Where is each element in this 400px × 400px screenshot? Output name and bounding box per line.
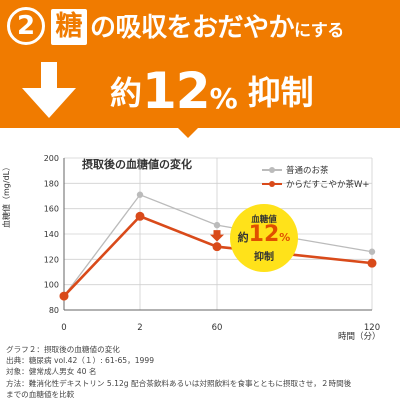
legend-item-karada-tea: からだすこやか茶W+ — [262, 177, 370, 191]
callout-value: 12 — [248, 222, 280, 247]
x-tick-label-0: 0 — [61, 323, 66, 333]
down-arrow-icon — [22, 62, 76, 118]
chart-notes: グラフ２：摂取後の血糖値の変化 出典：糖尿病 vol.42（１）: 61-65，… — [6, 344, 351, 400]
about-label: 約 — [110, 74, 143, 112]
callout-value-row: 約12% — [230, 222, 298, 248]
callout-line1: 血糖値 — [251, 215, 277, 225]
y-tick-label-100: 100 — [44, 281, 59, 290]
callout-line3: 抑制 — [254, 252, 274, 263]
reduction-callout: 血糖値 約12% 抑制 — [230, 204, 298, 272]
y-tick-label-140: 140 — [44, 230, 59, 239]
headline-text: の吸収をおだやかにする — [90, 12, 344, 47]
x-tick-label-2: 2 — [137, 323, 142, 333]
y-tick-label-160: 160 — [44, 205, 59, 214]
percent-value: 12 — [142, 62, 211, 120]
callout-unit: % — [279, 231, 291, 244]
legend-swatch-regular-tea — [262, 167, 282, 173]
headline-banner: 2 糖 の吸収をおだやかにする 約12% 抑制 — [0, 0, 400, 138]
series-line-1 — [63, 214, 373, 297]
reduction-text: 約12% 抑制 — [110, 62, 314, 120]
sugar-highlight-box: 糖 — [51, 9, 87, 45]
graph-caption: グラフ２：摂取後の血糖値の変化 — [6, 345, 120, 354]
legend-swatch-karada-tea — [262, 181, 282, 187]
legend-item-regular-tea: 普通のお茶 — [262, 163, 370, 177]
series-0-point-3 — [368, 248, 376, 255]
line-chart: 80 100 120 140 160 180 200 0 2 60 120 — [44, 154, 380, 333]
series-1-point-2 — [212, 242, 222, 252]
series-0-point-1 — [136, 191, 144, 198]
callout-about: 約 — [237, 231, 249, 244]
headline-main: 吸収を — [115, 13, 193, 43]
method-note-2: までの血糖値を比較 — [6, 389, 75, 399]
headline-no: の — [90, 13, 116, 43]
legend-label-karada-tea: からだすこやか茶W+ — [286, 180, 370, 190]
y-tick-label-200: 200 — [44, 154, 59, 163]
series-1-point-0 — [59, 291, 69, 301]
y-tick-label-80: 80 — [49, 306, 59, 315]
source-note: 出典：糖尿病 vol.42（１）: 61-65，1999 — [6, 356, 155, 366]
chart-title: 摂取後の血糖値の変化 — [82, 158, 192, 171]
method-note-1: 方法：難消化性デキストリン 5.12g 配合茶飲料あるいは対照飲料を食事とともに… — [6, 378, 352, 388]
suppression-label: 抑制 — [247, 73, 314, 112]
x-axis-label: 時間（分） — [338, 332, 381, 342]
red-down-arrow-head — [210, 234, 224, 242]
series-1-point-3 — [367, 258, 377, 268]
percent-sign: % — [209, 82, 238, 115]
headline-small: にする — [294, 21, 344, 41]
y-tick-label-120: 120 — [44, 255, 59, 264]
step-number-badge: 2 — [7, 7, 45, 45]
series-0-point-2 — [213, 221, 221, 229]
red-down-arrow-icon — [213, 230, 221, 236]
y-tick-label-180: 180 — [44, 179, 59, 188]
legend-label-regular-tea: 普通のお茶 — [286, 166, 329, 176]
banner-background — [0, 0, 400, 138]
chart-legend: 普通のお茶 からだすこやか茶W+ — [262, 163, 370, 191]
x-tick-label-60: 60 — [212, 323, 223, 333]
headline-end: おだやか — [192, 13, 295, 43]
series-1-point-1 — [135, 211, 145, 221]
x-tick-label-120: 120 — [364, 323, 380, 333]
subjects-note: 対象：健常成人男女 40 名 — [6, 367, 97, 377]
